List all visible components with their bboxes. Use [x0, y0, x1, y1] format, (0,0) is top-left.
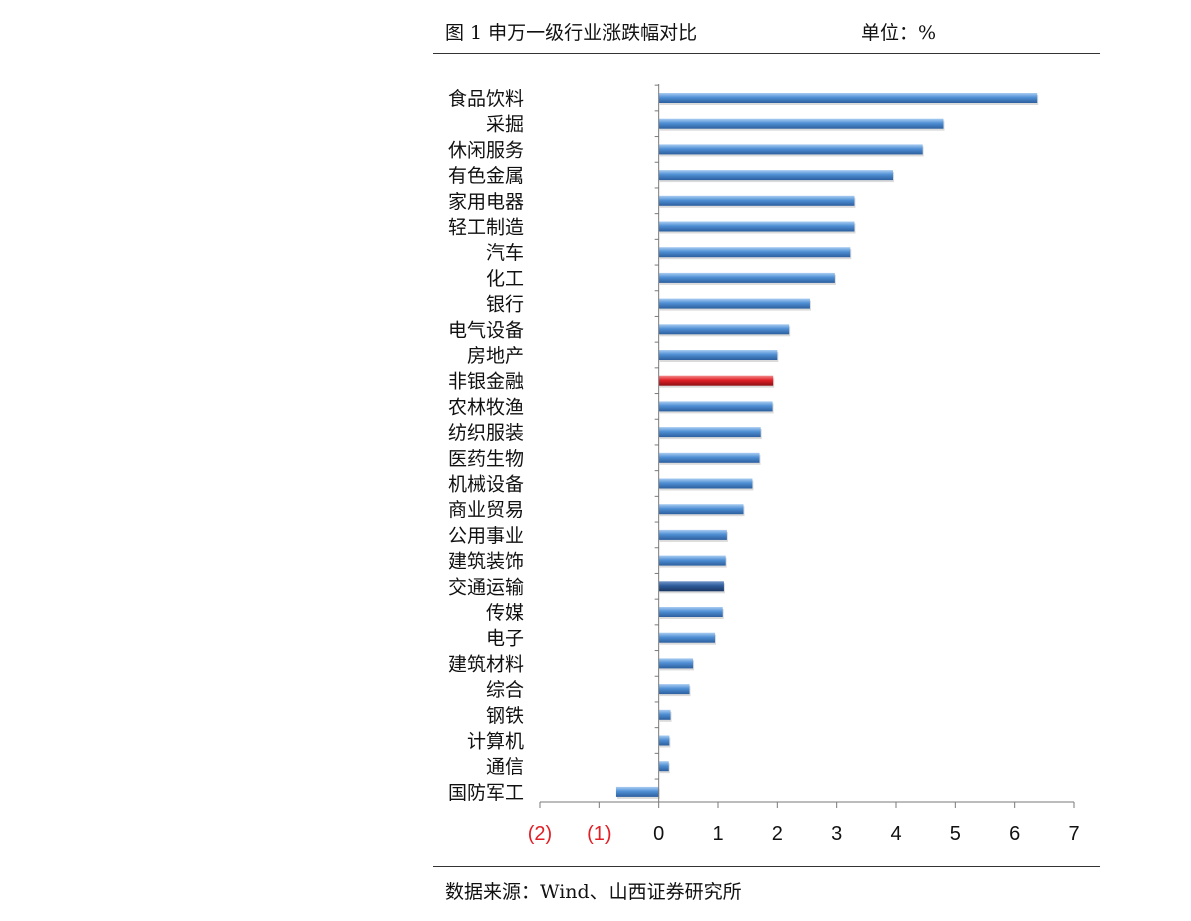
category-label: 非银金融 [448, 371, 524, 393]
category-label: 传媒 [486, 602, 524, 624]
category-label: 有色金属 [448, 165, 524, 187]
category-label: 汽车 [486, 242, 524, 264]
bar-计算机 [658, 735, 670, 746]
x-tick-label: 2 [772, 823, 783, 845]
category-label: 机械设备 [448, 474, 524, 496]
bar-银行 [658, 298, 810, 309]
bar-机械设备 [658, 478, 753, 489]
x-tick-label: 7 [1068, 823, 1079, 845]
category-label: 电子 [486, 628, 524, 650]
chart-header: 图 1 申万一级行业涨跌幅对比 单位：% [445, 18, 1100, 46]
x-tick-label: 4 [890, 823, 901, 845]
bar-休闲服务 [658, 144, 923, 155]
category-label: 农林牧渔 [448, 396, 524, 418]
category-label: 医药生物 [448, 448, 524, 470]
bar-通信 [658, 761, 669, 772]
bar-公用事业 [658, 529, 727, 540]
category-label: 商业贸易 [448, 499, 524, 521]
bar-医药生物 [658, 452, 760, 463]
source-note: 数据来源：Wind、山西证券研究所 [445, 881, 742, 903]
bars [615, 93, 1039, 799]
category-label: 钢铁 [486, 705, 524, 727]
category-label: 轻工制造 [448, 217, 524, 239]
category-label: 纺织服装 [448, 422, 524, 444]
category-label: 国防军工 [448, 782, 524, 804]
category-label: 交通运输 [448, 576, 524, 598]
bar-传媒 [658, 607, 723, 617]
category-label: 房地产 [467, 345, 524, 367]
category-label: 综合 [486, 679, 524, 701]
x-tick-label: 0 [653, 823, 664, 845]
category-label: 食品饮料 [448, 88, 524, 110]
bar-纺织服装 [658, 427, 761, 438]
category-label: 休闲服务 [448, 139, 524, 161]
top-rule [433, 53, 1100, 54]
category-label: 公用事业 [448, 525, 524, 547]
bar-汽车 [658, 247, 851, 258]
category-label: 计算机 [467, 731, 524, 753]
chart-title: 图 1 申万一级行业涨跌幅对比 [445, 22, 698, 44]
x-tick-label: 5 [950, 823, 961, 845]
category-label: 通信 [486, 756, 524, 778]
bar-化工 [658, 272, 835, 283]
bar-农林牧渔 [658, 401, 773, 412]
bar-综合 [658, 684, 690, 695]
bar-国防军工 [615, 786, 659, 797]
x-tick-label: 1 [712, 823, 723, 845]
bar-轻工制造 [658, 221, 855, 232]
x-tick-label: (1) [587, 823, 611, 845]
bar-电气设备 [658, 324, 790, 335]
bar-交通运输 [658, 581, 724, 592]
bar-建筑材料 [658, 658, 694, 669]
category-label: 化工 [486, 268, 524, 290]
bar-非银金融 [658, 375, 774, 386]
category-label: 建筑材料 [448, 653, 524, 675]
unit-label: 单位：% [861, 22, 937, 44]
x-tick-label: (2) [528, 823, 552, 845]
bar-食品饮料 [658, 93, 1038, 103]
bar-房地产 [658, 350, 778, 360]
bar-建筑装饰 [658, 555, 726, 566]
x-tick-label: 6 [1009, 823, 1020, 845]
category-label: 银行 [486, 294, 524, 316]
x-tick-label: 3 [831, 823, 842, 845]
bar-商业贸易 [658, 504, 744, 515]
category-label: 电气设备 [448, 319, 524, 341]
axes: (2) (1) 0 1 2 3 4 5 6 7 [528, 84, 1080, 845]
bar-家用电器 [658, 195, 855, 206]
category-label: 采掘 [486, 114, 524, 136]
category-labels: 食品饮料采掘休闲服务有色金属家用电器轻工制造汽车化工银行电气设备房地产非银金融农… [448, 88, 524, 804]
bar-有色金属 [658, 170, 894, 181]
category-label: 家用电器 [448, 191, 524, 213]
category-label: 建筑装饰 [448, 551, 524, 573]
bar-钢铁 [658, 709, 671, 720]
bar-采掘 [658, 118, 944, 129]
bottom-rule [433, 866, 1100, 867]
bar-电子 [658, 632, 716, 643]
